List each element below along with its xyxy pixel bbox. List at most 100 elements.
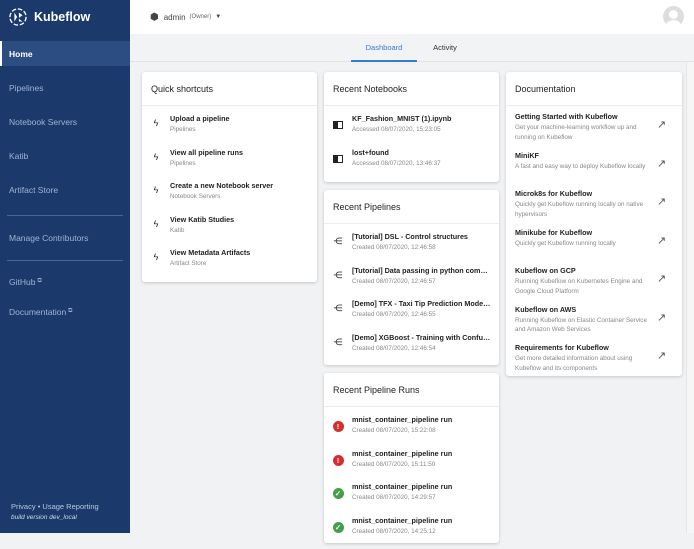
item-subtitle: Accessed 08/07/2020, 15:23:05 — [352, 126, 491, 133]
kubeflow-logo[interactable]: Kubeflow — [0, 0, 130, 34]
namespace-name: admin — [164, 13, 186, 22]
doc-description: Quickly get Kubeflow running locally — [515, 239, 657, 249]
item-subtitle: Created 08/07/2020, 14:25:12 — [352, 528, 491, 535]
namespace-role: (Owner) — [190, 14, 212, 20]
privacy-link[interactable]: Privacy — [11, 502, 36, 511]
documentation-link[interactable]: Requirements for Kubeflow Get more detail… — [506, 343, 682, 382]
item-title: mnist_container_pipeline run — [352, 482, 491, 491]
build-version: build version dev_local — [11, 514, 99, 521]
pipeline-item[interactable]: ⋲[Demo] XGBoost - Training with Confusio… — [324, 333, 499, 367]
item-subtitle: Pipelines — [170, 126, 309, 133]
kubeflow-logo-icon — [9, 8, 27, 26]
item-subtitle: Created 08/07/2020, 14:29:57 — [352, 494, 491, 501]
documentation-label: Documentation — [9, 307, 66, 317]
caret-down-icon: ▼ — [215, 14, 221, 20]
github-label: GitHub — [9, 277, 35, 287]
doc-description: Quickly get Kubeflow running locally on … — [515, 200, 657, 219]
item-title: [Tutorial] DSL - Control structures — [352, 232, 491, 241]
sidebar-item-katib[interactable]: Katib — [0, 143, 130, 168]
sidebar-item-manage-contributors[interactable]: Manage Contributors — [0, 225, 130, 250]
item-title: lost+found — [352, 148, 491, 157]
shortcut-item[interactable]: ϟ View all pipeline runs Pipelines — [142, 148, 317, 182]
documentation-link[interactable]: MiniKF A fast and easy way to deploy Kube… — [506, 151, 682, 190]
open-in-new-icon: ↗ — [657, 151, 673, 190]
doc-description: Get more detailed information about usin… — [515, 354, 657, 373]
doc-description: Running Kubeflow on Kubernetes Engine an… — [515, 277, 657, 296]
open-in-new-icon: ↗ — [657, 343, 673, 382]
pipeline-item[interactable]: ⋲ [Tutorial] Data passing in python compo… — [324, 266, 499, 300]
tab-dashboard[interactable]: Dashboard — [351, 34, 417, 62]
open-in-new-icon: ↗ — [657, 266, 673, 305]
item-title: View Metadata Artifacts — [170, 248, 309, 257]
shortcut-item[interactable]: ϟ View Metadata Artifacts Artifact Store — [142, 248, 317, 282]
item-title: Upload a pipeline — [170, 114, 309, 123]
tab-activity[interactable]: Activity — [421, 34, 469, 62]
item-subtitle: Created 08/07/2020, 12:46:54 — [352, 345, 491, 352]
item-subtitle: Created 08/07/2020, 12:46:55 — [352, 311, 491, 318]
sidebar-item-github[interactable]: GitHub⧉ — [0, 269, 130, 294]
namespace-icon: ⬢ — [150, 12, 159, 23]
recent-pipeline-runs-card: Recent Pipeline Runs !mnist_container_pi… — [324, 373, 499, 543]
avatar[interactable] — [663, 6, 684, 27]
doc-title: MiniKF — [515, 151, 657, 160]
item-title: [Tutorial] Data passing in python compon… — [352, 266, 491, 275]
bolt-icon: ϟ — [154, 118, 159, 128]
doc-description: A fast and easy way to deploy Kubeflow l… — [515, 162, 657, 172]
pipeline-icon: ⋲ — [334, 270, 343, 281]
card-title: Recent Notebooks — [324, 72, 499, 106]
item-subtitle: Notebook Servers — [170, 193, 309, 200]
item-subtitle: Pipelines — [170, 160, 309, 167]
item-subtitle: Katib — [170, 227, 309, 234]
sidebar-item-artifact-store[interactable]: Artifact Store — [0, 177, 130, 202]
notebook-icon — [333, 155, 343, 163]
pipeline-item[interactable]: ⋲[Demo] TFX - Taxi Tip Prediction Model … — [324, 299, 499, 333]
sidebar-item-notebook-servers[interactable]: Notebook Servers — [0, 109, 130, 134]
item-subtitle: Created 08/07/2020, 15:22:08 — [352, 427, 491, 434]
item-title: KF_Fashion_MNIST (1).ipynb — [352, 114, 491, 123]
notebook-item[interactable]: KF_Fashion_MNIST (1).ipynb Accessed 08/07… — [324, 114, 499, 148]
external-link-icon: ⧉ — [37, 278, 41, 285]
shortcut-item[interactable]: ϟ Create a new Notebook server Notebook Se… — [142, 181, 317, 215]
documentation-link[interactable]: Microk8s for Kubeflow Quickly get Kubeflo… — [506, 189, 682, 228]
item-title: View all pipeline runs — [170, 148, 309, 157]
success-status-icon: ✓ — [333, 522, 344, 533]
divider — [7, 260, 123, 261]
pipeline-icon: ⋲ — [334, 236, 343, 247]
bolt-icon: ϟ — [154, 252, 159, 262]
usage-reporting-link[interactable]: Usage Reporting — [42, 502, 98, 511]
item-title: View Katib Studies — [170, 215, 309, 224]
shortcut-item[interactable]: ϟ Upload a pipeline Pipelines — [142, 114, 317, 148]
doc-title: Microk8s for Kubeflow — [515, 189, 657, 198]
sidebar-item-documentation[interactable]: Documentation⧉ — [0, 299, 130, 324]
bolt-icon: ϟ — [154, 152, 159, 162]
item-title: [Demo] XGBoost - Training with Confusion… — [352, 333, 491, 342]
doc-title: Getting Started with Kubeflow — [515, 112, 657, 121]
item-subtitle: Artifact Store — [170, 260, 309, 267]
sidebar-item-pipelines[interactable]: Pipelines — [0, 75, 130, 100]
item-title: mnist_container_pipeline run — [352, 449, 491, 458]
external-link-icon: ⧉ — [68, 308, 72, 315]
bolt-icon: ϟ — [154, 185, 159, 195]
documentation-card: Documentation Getting Started with Kubef… — [506, 72, 682, 376]
namespace-selector[interactable]: admin (Owner) ▼ — [164, 13, 221, 22]
item-title: mnist_container_pipeline run — [352, 415, 491, 424]
sidebar-item-home[interactable]: Home — [0, 41, 130, 66]
scrollbar[interactable] — [686, 62, 694, 533]
item-subtitle: Created 08/07/2020, 12:46:57 — [352, 278, 491, 285]
doc-title: Requirements for Kubeflow — [515, 343, 657, 352]
item-title: Create a new Notebook server — [170, 181, 309, 190]
sidebar: Kubeflow Home Pipelines Notebook Servers… — [0, 0, 130, 533]
separator: • — [38, 502, 41, 511]
